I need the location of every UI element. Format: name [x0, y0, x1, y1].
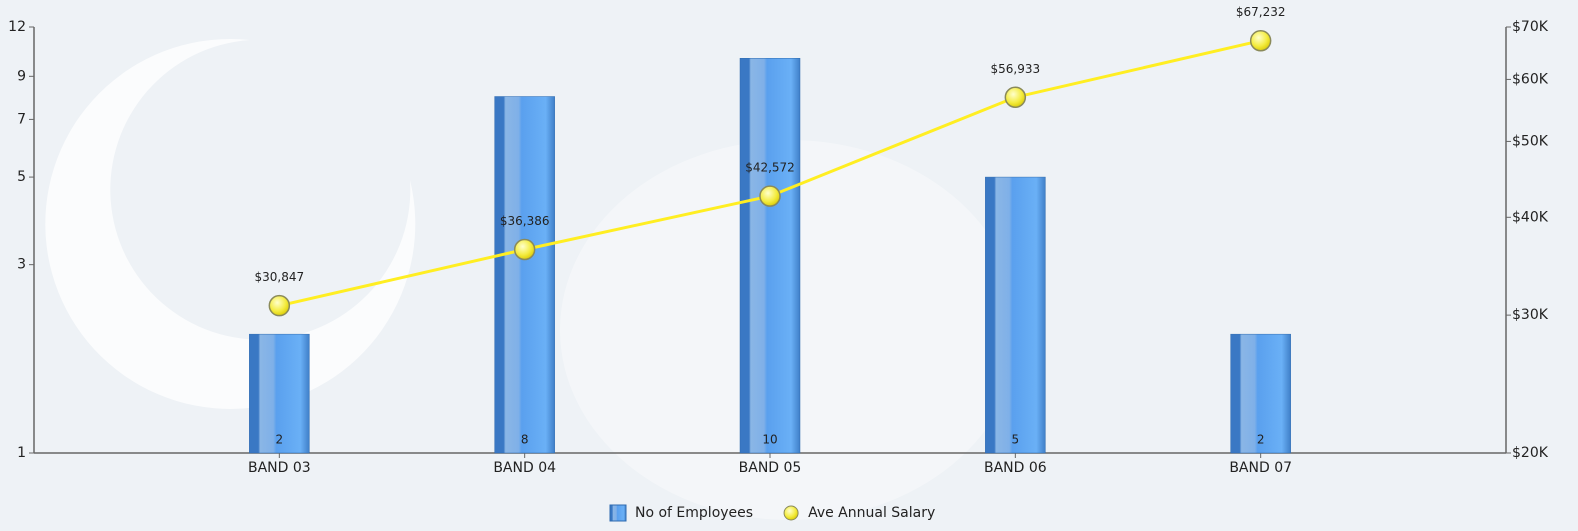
line-marker: [513, 238, 536, 261]
y2-tick-label: $50K: [1512, 133, 1549, 149]
line-value-label: $30,847: [255, 270, 305, 284]
y-tick-label: 9: [17, 68, 26, 84]
x-tick-label: BAND 04: [493, 460, 556, 476]
line-value-label: $36,386: [500, 214, 550, 228]
line-marker: [268, 294, 291, 317]
watermark-crescent: [45, 38, 416, 409]
y-tick-label: 12: [8, 19, 26, 35]
bar-value-label: 5: [1012, 433, 1020, 447]
legend-label: Ave Annual Salary: [808, 505, 935, 521]
x-tick-label: BAND 06: [984, 460, 1047, 476]
bar: [494, 96, 555, 454]
legend-swatch: [609, 504, 627, 522]
bar: [739, 58, 801, 454]
bar-value-label: 2: [276, 433, 284, 447]
y2-tick-label: $70K: [1512, 19, 1549, 35]
line-value-label: $42,572: [745, 161, 795, 175]
bar: [249, 333, 310, 454]
line-value-label: $56,933: [991, 62, 1041, 76]
bar: [1230, 333, 1291, 454]
y-tick-label: 3: [17, 257, 26, 273]
bar-value-label: 8: [521, 433, 529, 447]
y-tick-label: 1: [17, 445, 26, 461]
y2-tick-label: $30K: [1512, 307, 1549, 323]
line-marker: [759, 185, 781, 207]
line-value-label: $67,232: [1236, 5, 1286, 19]
y-tick-label: 7: [17, 111, 26, 127]
y2-tick-label: $40K: [1512, 209, 1549, 225]
legend-label: No of Employees: [635, 505, 753, 521]
line-marker: [1004, 86, 1027, 109]
line-marker: [1249, 29, 1272, 52]
plot-area: 1 3 5 7 9 12 $20K $30K $40K $50K $60K $70K BAND 03 BA…: [8, 5, 1549, 522]
bar: [985, 176, 1046, 454]
x-tick-label: BAND 07: [1229, 460, 1292, 476]
x-tick-label: BAND 05: [739, 460, 802, 476]
y-tick-label: 5: [17, 169, 26, 185]
bar-value-label: 10: [762, 433, 777, 447]
x-tick-label: BAND 03: [248, 460, 311, 476]
y2-tick-label: $60K: [1512, 71, 1549, 87]
legend-swatch: [783, 505, 799, 521]
y2-tick-label: $20K: [1512, 445, 1549, 461]
bar-value-label: 2: [1257, 433, 1265, 447]
